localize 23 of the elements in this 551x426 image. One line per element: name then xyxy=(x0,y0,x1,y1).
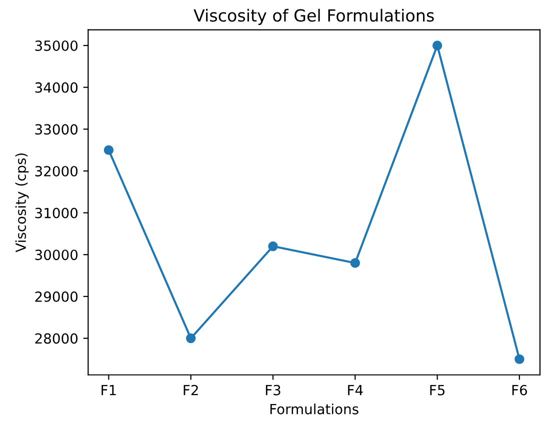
y-tick-label: 32000 xyxy=(35,166,78,176)
point xyxy=(514,354,524,364)
chart-title: Viscosity of Gel Formulations xyxy=(194,8,434,25)
point xyxy=(104,145,114,155)
x-tick-label: F6 xyxy=(512,384,527,396)
x-tick-label: F3 xyxy=(266,384,280,396)
y-axis-title: Viscosity (cps) xyxy=(15,153,29,252)
point xyxy=(186,333,196,344)
point xyxy=(268,241,278,252)
y-tick-label: 29000 xyxy=(35,291,78,302)
y-tick-label: 33000 xyxy=(35,124,78,135)
y-tick-label: 35000 xyxy=(35,40,78,51)
x-axis-title: Formulations xyxy=(270,404,358,414)
y-tick-label: 28000 xyxy=(35,333,78,344)
x-tick-label: F2 xyxy=(184,384,198,396)
x-tick-label: F4 xyxy=(348,385,363,396)
y-tick-label: 34000 xyxy=(35,82,78,93)
point xyxy=(350,258,360,268)
y-tick-label: 31000 xyxy=(35,208,78,218)
x-tick-label: F1 xyxy=(102,385,116,396)
point xyxy=(432,40,442,50)
x-tick-label: F5 xyxy=(430,385,444,396)
y-tick-label: 30000 xyxy=(35,250,78,260)
